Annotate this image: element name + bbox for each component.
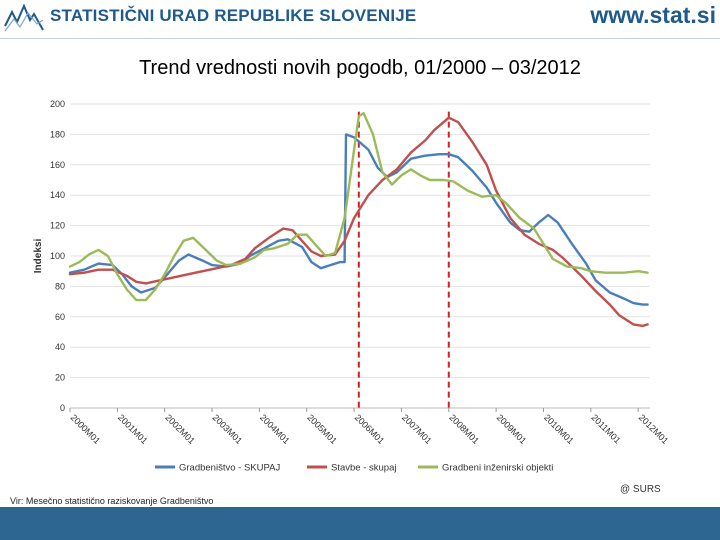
x-tick-label: 2008M01: [447, 412, 481, 446]
series-line: [68, 133, 649, 306]
header-divider: [0, 38, 720, 39]
y-tick-label: 120: [50, 221, 65, 231]
org-name: STATISTIČNI URAD REPUBLIKE SLOVENIJE: [50, 6, 417, 25]
y-tick-label: 200: [50, 99, 65, 109]
source-note: Vir: Mesečno statistično raziskovanje Gr…: [10, 496, 214, 506]
x-tick-label: 2011M01: [589, 412, 622, 445]
y-tick-label: 60: [55, 312, 65, 322]
x-tick-label: 2006M01: [353, 412, 387, 446]
copyright-text: @ SURS: [620, 484, 661, 495]
chart-title: Trend vrednosti novih pogodb, 01/2000 – …: [139, 57, 581, 79]
y-tick-label: 20: [55, 373, 65, 383]
series-line: [68, 111, 649, 302]
y-tick-label: 100: [50, 251, 65, 261]
legend-label: Gradbeništvo - SKUPAJ: [179, 463, 280, 474]
grid-lines: [69, 103, 650, 412]
x-tick-label: 2005M01: [305, 412, 339, 446]
footer-bar: [0, 507, 720, 540]
x-tick-label: 2001M01: [116, 412, 150, 446]
surs-logo-icon: [4, 3, 44, 32]
legend-label: Stavbe - skupaj: [331, 463, 396, 474]
y-tick-label: 80: [55, 281, 65, 291]
x-tick-label: 2000M01: [69, 412, 103, 446]
series-line: [68, 116, 649, 328]
y-tick-label: 40: [55, 342, 65, 352]
x-tick-label: 2012M01: [637, 412, 671, 446]
x-tick-label: 2002M01: [163, 412, 197, 446]
x-tick-label: 2007M01: [400, 412, 434, 446]
website-link[interactable]: www.stat.si: [590, 2, 716, 28]
y-axis-label: Indeksi: [33, 239, 44, 274]
y-tick-labels: 0 20 40 60 80 100 120 140 160 180 200: [50, 99, 65, 413]
x-tick-label: 2010M01: [542, 412, 576, 446]
y-tick-label: 160: [50, 160, 65, 170]
y-tick-label: 180: [50, 129, 65, 139]
x-tick-labels: 2000M01 2001M01 2002M01 2003M01 2004M01 2005M…: [69, 412, 671, 446]
y-tick-label: 0: [60, 403, 65, 413]
x-tick-label: 2004M01: [258, 412, 292, 446]
line-chart: 0 20 40 60 80 100 120 140 160 180 200 2000M01 2001M…: [33, 99, 671, 474]
x-tick-label: 2009M01: [495, 412, 529, 446]
legend-label: Gradbeni inženirski objekti: [442, 463, 553, 474]
header: STATISTIČNI URAD REPUBLIKE SLOVENIJE www…: [0, 0, 720, 36]
y-tick-label: 140: [50, 190, 65, 200]
legend: Gradbeništvo - SKUPAJ Stavbe - skupaj Grad…: [155, 463, 553, 474]
x-tick-label: 2003M01: [211, 412, 245, 446]
series-lines: [68, 111, 649, 328]
